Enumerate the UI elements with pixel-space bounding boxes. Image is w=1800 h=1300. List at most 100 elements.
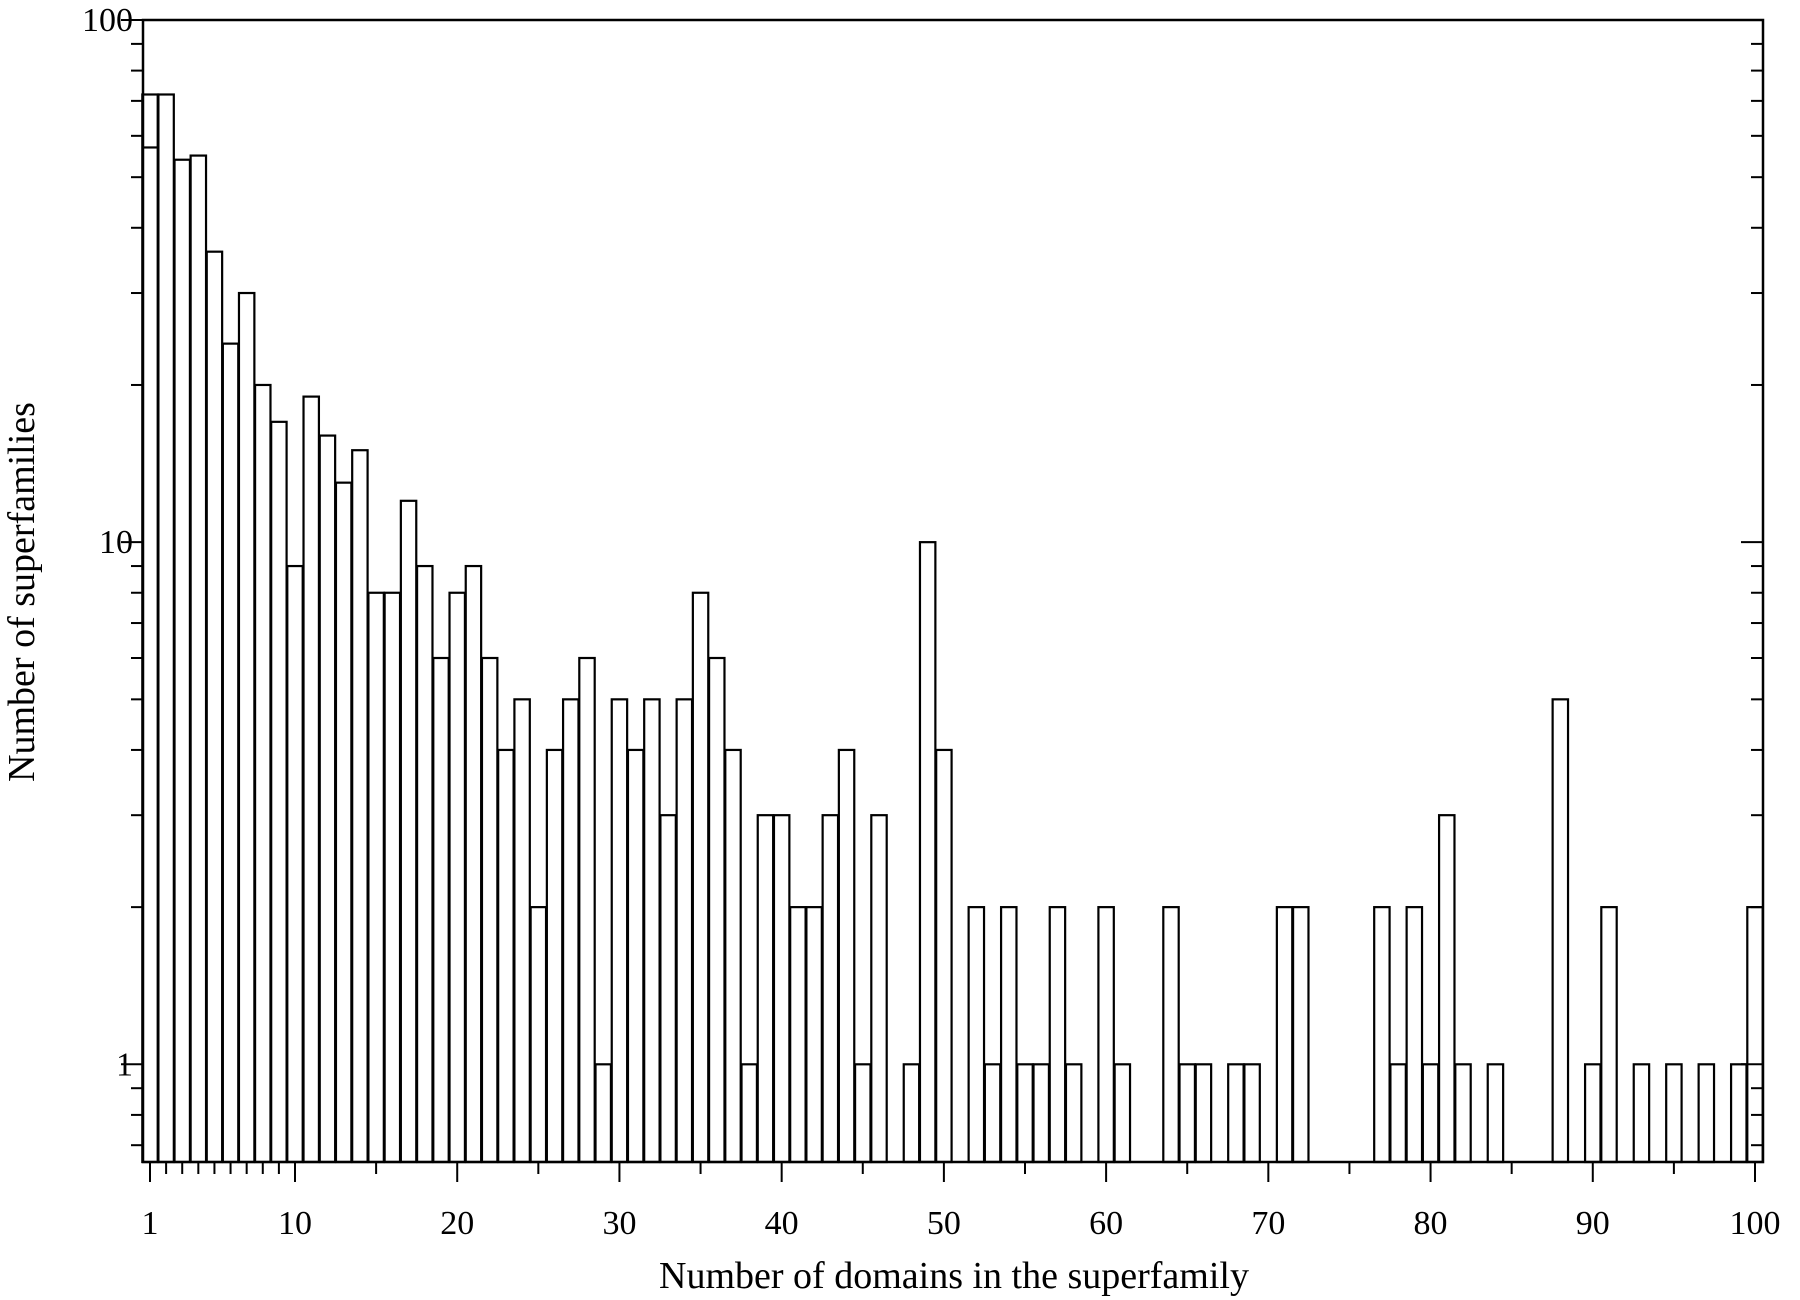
bar-22 (480, 656, 499, 1164)
bar-15 (367, 591, 385, 1164)
bar-17 (399, 499, 418, 1164)
bar-84 (1486, 1063, 1505, 1164)
bar-61 (1113, 1063, 1132, 1164)
x-tick-label-10: 10 (278, 1205, 312, 1242)
plot-frame (141, 18, 1765, 1164)
bar-8 (253, 383, 272, 1164)
bar-32 (643, 698, 661, 1164)
bar-2 (157, 93, 175, 1164)
bar-12 (318, 434, 337, 1164)
bar-52 (967, 906, 986, 1164)
axis-ticks (121, 19, 1763, 1182)
bar-78 (1389, 1063, 1407, 1164)
bar-9 (270, 420, 288, 1164)
bar-46 (870, 814, 888, 1164)
bar-20 (448, 591, 467, 1164)
x-tick-label-20: 20 (440, 1205, 474, 1242)
bar-60 (1097, 906, 1115, 1164)
x-tick-label-60: 60 (1089, 1205, 1123, 1242)
bar-58 (1064, 1063, 1083, 1164)
bar-68 (1227, 1063, 1245, 1164)
bar-71 (1275, 906, 1294, 1164)
y-tick-labels: 1 10 100 (82, 2, 133, 1083)
bar-64 (1162, 906, 1180, 1164)
bar-90 (1583, 1063, 1602, 1164)
bar-21 (464, 564, 483, 1164)
x-tick-label-1: 1 (142, 1205, 159, 1242)
bar-23 (497, 748, 515, 1164)
x-tick-label-90: 90 (1576, 1205, 1610, 1242)
x-tick-label-40: 40 (765, 1205, 799, 1242)
y-tick-label-10: 10 (99, 524, 133, 561)
bar-79 (1405, 906, 1424, 1164)
bar-91 (1600, 906, 1618, 1164)
bar-37 (724, 748, 742, 1164)
bar-42 (805, 906, 823, 1164)
x-tick-label-50: 50 (927, 1205, 961, 1242)
bar-35 (691, 591, 710, 1164)
bar-93 (1632, 1063, 1651, 1164)
bar-29 (594, 1063, 613, 1164)
bar-5 (205, 250, 224, 1164)
bar-77 (1373, 906, 1391, 1164)
bar-53 (983, 1063, 1002, 1164)
bar-56 (1032, 1063, 1051, 1164)
bar-43 (821, 814, 840, 1164)
bar-16 (383, 591, 402, 1164)
bar-24 (513, 698, 531, 1164)
bar-34 (675, 698, 694, 1164)
bar-28 (578, 656, 596, 1164)
bar-82 (1454, 1063, 1472, 1164)
bar-7 (237, 291, 256, 1164)
x-tick-label-30: 30 (602, 1205, 636, 1242)
y-tick-label-100: 100 (82, 2, 133, 39)
bar-3 (173, 158, 192, 1164)
bar-80 (1421, 1063, 1440, 1164)
bar-26 (545, 748, 564, 1164)
bar-40 (772, 814, 791, 1164)
bar-44 (837, 748, 856, 1164)
bar-11 (302, 395, 321, 1164)
bar-31 (626, 748, 645, 1164)
bar-25 (529, 906, 548, 1164)
bar-38 (740, 1063, 759, 1164)
bar-41 (789, 906, 807, 1164)
bar-81 (1437, 814, 1456, 1164)
bar-1 (141, 93, 159, 1164)
y-axis-title: Number of superfamilies (1, 402, 43, 782)
bar-55 (1016, 1063, 1034, 1164)
bar-6 (221, 342, 240, 1164)
bar-100 (1746, 906, 1764, 1164)
bar-54 (999, 906, 1018, 1164)
bar-50 (935, 748, 953, 1164)
bar-95 (1665, 1063, 1683, 1164)
bar-27 (561, 698, 580, 1164)
bar-4 (189, 154, 208, 1164)
bars-group (141, 93, 1764, 1164)
x-tick-label-70: 70 (1251, 1205, 1285, 1242)
bar-33 (659, 814, 677, 1164)
bar-57 (1048, 906, 1067, 1164)
bar-36 (707, 656, 726, 1164)
bar-14 (351, 449, 369, 1164)
x-tick-label-100: 100 (1730, 1205, 1781, 1242)
bar-88 (1551, 698, 1570, 1164)
bar-19 (432, 656, 450, 1164)
bar-45 (853, 1063, 872, 1164)
bar-69 (1243, 1063, 1261, 1164)
bar-97 (1697, 1063, 1716, 1164)
bar-30 (610, 698, 629, 1164)
bar-49 (918, 541, 937, 1164)
bar-13 (334, 481, 353, 1164)
bar-66 (1194, 1063, 1213, 1164)
bar-39 (756, 814, 775, 1164)
bar-18 (415, 564, 434, 1164)
x-tick-label-80: 80 (1414, 1205, 1448, 1242)
y-tick-label-1: 1 (116, 1046, 133, 1083)
bar-65 (1178, 1063, 1197, 1164)
x-tick-labels: 1 10 20 30 40 50 60 70 80 90 100 (142, 1205, 1781, 1242)
bar-72 (1291, 906, 1310, 1164)
x-axis-title: Number of domains in the superfamily (659, 1255, 1249, 1297)
bar-99 (1729, 1063, 1748, 1164)
